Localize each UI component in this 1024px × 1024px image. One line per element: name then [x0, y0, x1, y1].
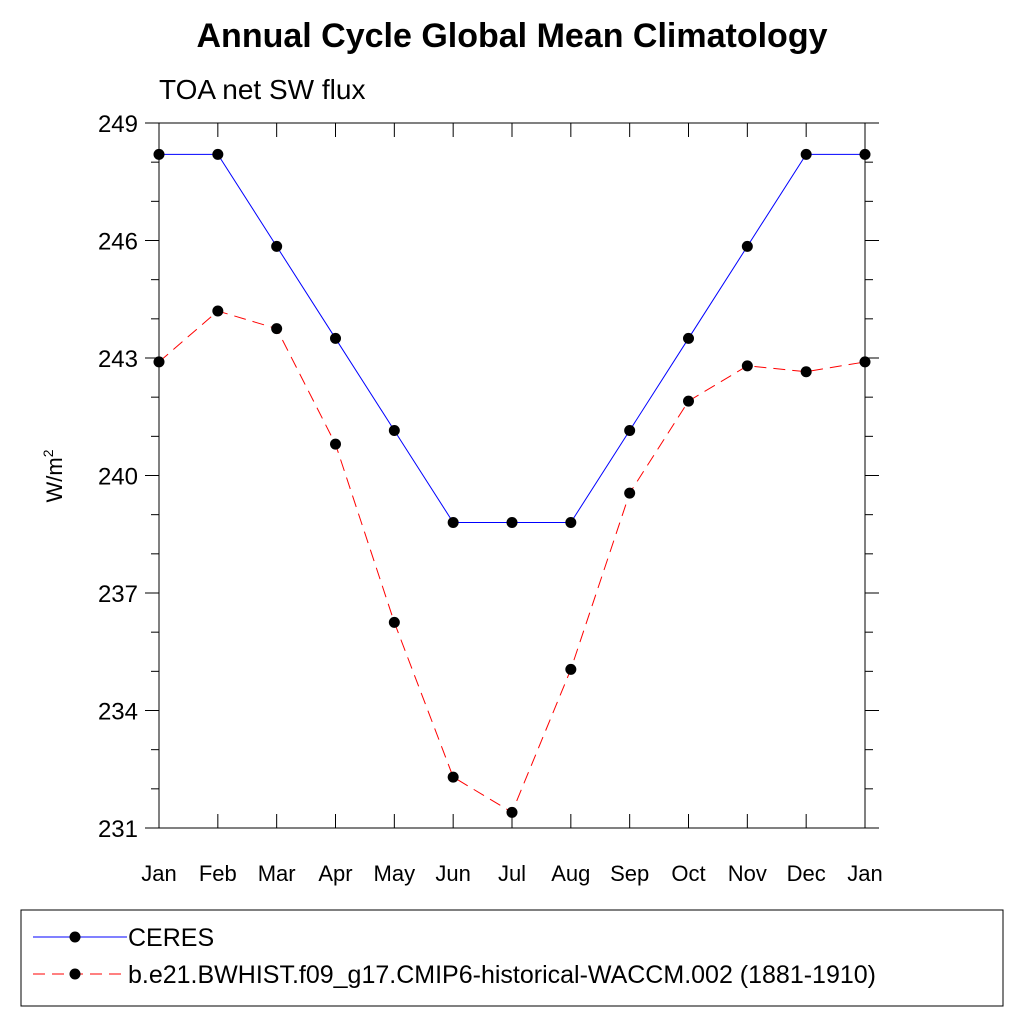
y-tick-label: 243 [98, 346, 138, 373]
x-tick-label: Mar [258, 861, 296, 886]
series-0-point [741, 240, 753, 252]
series-0-point [624, 424, 636, 436]
series-1-point [212, 305, 224, 317]
x-tick-label: Jul [498, 861, 526, 886]
series-line-0 [159, 153, 865, 523]
series-1-point [741, 360, 753, 372]
legend-box [20, 909, 1004, 1007]
y-tick-label: 237 [98, 581, 138, 608]
series-0-point [212, 148, 224, 160]
x-tick-label: Apr [318, 861, 352, 886]
series-0-point [271, 240, 283, 252]
series-layer [153, 148, 871, 818]
x-tick-label: Feb [199, 861, 237, 886]
series-0-point [153, 148, 165, 160]
legend-marker-0 [69, 931, 81, 943]
x-tick-label: May [374, 861, 416, 886]
series-1-point [565, 663, 577, 675]
series-1-point [271, 323, 283, 335]
axis-ticks [145, 122, 879, 829]
legend: CERES b.e21.BWHIST.f09_g17.CMIP6-historic… [33, 924, 876, 989]
series-0-point [683, 332, 694, 344]
x-tick-label: Sep [610, 861, 649, 886]
x-tick-label: Oct [671, 861, 705, 886]
x-tick-label: Aug [551, 861, 590, 886]
y-axis-label-text: W/m [42, 457, 67, 502]
series-line-1 [158, 310, 866, 814]
y-tick-label: 240 [98, 464, 138, 491]
y-tick-label: 249 [98, 111, 138, 138]
series-1-point [153, 356, 165, 368]
chart-title: Annual Cycle Global Mean Climatology [197, 17, 828, 55]
series-1-point [624, 487, 636, 499]
legend-label-1: b.e21.BWHIST.f09_g17.CMIP6-historical-WA… [128, 961, 876, 989]
x-tick-label: Jun [435, 861, 470, 886]
legend-marker-1 [69, 968, 81, 980]
legend-label-0: CERES [128, 924, 214, 952]
series-1-point [506, 806, 518, 818]
series-0-point [506, 517, 518, 528]
y-tick-label: 246 [98, 229, 138, 256]
series-1-point [683, 395, 694, 407]
series-1-point [859, 356, 871, 368]
y-axis-label: W/m2 [40, 449, 67, 502]
y-tick-labels: 249 246 243 240 237 234 231 [98, 111, 138, 843]
x-tick-label: Nov [728, 861, 767, 886]
series-1-point [447, 771, 459, 783]
y-tick-label: 231 [98, 816, 138, 843]
series-0-point [330, 332, 341, 344]
series-1-point [388, 616, 400, 628]
series-0-point [447, 517, 459, 528]
y-tick-label: 234 [98, 699, 138, 726]
y-axis-label-superscript: 2 [40, 449, 56, 457]
series-0-point [565, 517, 577, 528]
x-tick-label: Jan [141, 861, 176, 886]
chart-subtitle: TOA net SW flux [159, 74, 365, 105]
x-tick-label: Jan [847, 861, 882, 886]
series-1-point [800, 366, 812, 378]
series-0-point [859, 148, 871, 160]
x-tick-label: Dec [787, 861, 826, 886]
series-0-point [800, 148, 812, 160]
series-1-point [330, 438, 341, 450]
x-tick-labels: Jan Feb Mar Apr May Jun Jul Aug Sep Oct Nov Dec Jan [141, 861, 882, 886]
series-0-point [388, 424, 400, 436]
